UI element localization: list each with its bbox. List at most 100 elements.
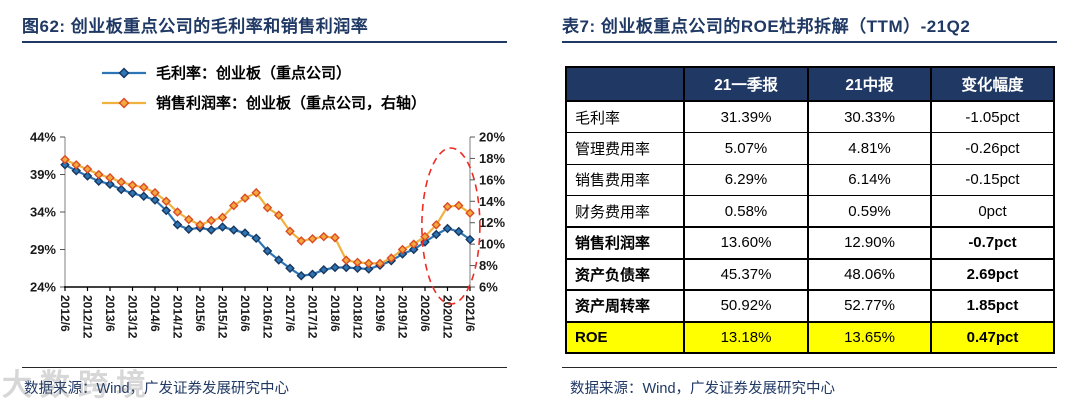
table-source-rule <box>562 367 1057 368</box>
table-cell: 0.58% <box>683 195 809 227</box>
table-cell: 1.85pct <box>930 290 1055 322</box>
svg-text:2021/6: 2021/6 <box>463 295 477 332</box>
row-label: 资产周转率 <box>565 290 685 322</box>
table-cell: 31.39% <box>683 101 809 133</box>
table-row-资产负债率: 资产负债率 45.37% 48.06% 2.69pct <box>565 258 1055 290</box>
svg-text:2016/6: 2016/6 <box>238 295 252 332</box>
row-label: 毛利率 <box>565 101 685 133</box>
table-cell: 48.06% <box>807 258 932 290</box>
row-label: 财务费用率 <box>565 195 685 227</box>
highlight-ellipse <box>421 147 481 305</box>
legend-item-sales-margin: 销售利润率：创业板（重点公司，右轴） <box>100 92 426 113</box>
legend-label-sales-margin: 销售利润率：创业板（重点公司，右轴） <box>156 95 427 112</box>
table-cell: 13.65% <box>807 321 932 353</box>
svg-text:2019/12: 2019/12 <box>396 295 410 339</box>
table-cell: 13.60% <box>683 227 809 259</box>
table-cell: 45.37% <box>683 258 809 290</box>
svg-text:2016/12: 2016/12 <box>261 295 275 339</box>
svg-text:2020/6: 2020/6 <box>418 295 432 332</box>
svg-text:2015/6: 2015/6 <box>193 295 207 332</box>
table-row-资产周转率: 资产周转率 50.92% 52.77% 1.85pct <box>565 290 1055 322</box>
svg-text:2014/12: 2014/12 <box>171 295 185 339</box>
svg-text:14%: 14% <box>479 194 505 209</box>
row-label: ROE <box>565 321 685 353</box>
svg-text:2015/12: 2015/12 <box>216 295 230 339</box>
svg-text:2018/6: 2018/6 <box>328 295 342 332</box>
svg-text:8%: 8% <box>479 258 498 273</box>
svg-text:2020/12: 2020/12 <box>441 295 455 339</box>
row-label: 销售利润率 <box>565 227 685 259</box>
svg-text:44%: 44% <box>30 130 56 145</box>
chart-svg: 44% 39% 34% 29% 24% 20% 18% 16% 14% 12% 10% 8% 6% 201… <box>30 130 505 339</box>
svg-text:2012/6: 2012/6 <box>58 295 72 332</box>
svg-text:2014/6: 2014/6 <box>148 295 162 332</box>
table-row-管理费用率: 管理费用率 5.07% 4.81% -0.26pct <box>565 132 1055 164</box>
figure-title-rule <box>22 41 507 43</box>
svg-text:2013/12: 2013/12 <box>126 295 140 339</box>
legend-item-gross-margin: 毛利率：创业板（重点公司） <box>100 62 426 83</box>
table-row-ROE: ROE 13.18% 13.65% 0.47pct <box>565 321 1055 353</box>
chart-axes: 44% 39% 34% 29% 24% 20% 18% 16% 14% 12% 10% 8% 6% 201… <box>30 130 505 339</box>
table-cell: -0.26pct <box>930 132 1055 164</box>
svg-text:2012/12: 2012/12 <box>81 295 95 339</box>
table-cell: -0.15pct <box>930 164 1055 196</box>
table-header-cell: 21一季报 <box>683 67 809 101</box>
table-cell: 4.81% <box>807 132 932 164</box>
row-label: 销售费用率 <box>565 164 685 196</box>
table-cell: 0.47pct <box>930 321 1055 353</box>
svg-text:18%: 18% <box>479 151 505 166</box>
table-cell: -1.05pct <box>930 101 1055 133</box>
figure-source: 数据来源：Wind，广发证券发展研究中心 <box>24 381 290 397</box>
figure-title: 图62: 创业板重点公司的毛利率和销售利润率 <box>22 17 369 36</box>
table-cell: -0.7pct <box>930 227 1055 259</box>
table-cell: 0.59% <box>807 195 932 227</box>
table-cell: 0pct <box>930 195 1055 227</box>
row-label: 资产负债率 <box>565 258 685 290</box>
roe-table-body: 毛利率 31.39% 30.33% -1.05pct 管理费用率 5.07% 4.81% -0… <box>565 101 1055 353</box>
table-header-row: 21一季报 21中报 变化幅度 <box>565 67 1055 101</box>
svg-text:34%: 34% <box>30 205 56 220</box>
svg-text:39%: 39% <box>30 167 56 182</box>
svg-text:12%: 12% <box>479 215 505 230</box>
figure-source-rule <box>22 367 507 368</box>
svg-text:2017/6: 2017/6 <box>283 295 297 332</box>
chart-legend: 毛利率：创业板（重点公司） 销售利润率：创业板（重点公司，右轴） <box>100 62 426 113</box>
svg-text:29%: 29% <box>30 242 56 257</box>
table-source: 数据来源：Wind，广发证券发展研究中心 <box>570 381 836 397</box>
table-row-销售利润率: 销售利润率 13.60% 12.90% -0.7pct <box>565 227 1055 259</box>
series-gross-margin <box>60 159 475 281</box>
series-sales-margin <box>60 154 475 269</box>
table-header-cell <box>565 67 685 101</box>
table-row-毛利率: 毛利率 31.39% 30.33% -1.05pct <box>565 101 1055 133</box>
table-header-cell: 变化幅度 <box>930 67 1055 101</box>
svg-text:2018/12: 2018/12 <box>351 295 365 339</box>
row-label: 管理费用率 <box>565 132 685 164</box>
table-header-cell: 21中报 <box>807 67 932 101</box>
table-cell: 30.33% <box>807 101 932 133</box>
roe-table: 21一季报 21中报 变化幅度 毛利率 31.39% 30.33% -1.05pct 管理费… <box>565 66 1055 354</box>
table-title-rule <box>562 41 1057 43</box>
svg-text:2013/6: 2013/6 <box>103 295 117 332</box>
svg-text:16%: 16% <box>479 172 505 187</box>
svg-text:6%: 6% <box>479 280 498 295</box>
table-cell: 50.92% <box>683 290 809 322</box>
svg-text:20%: 20% <box>479 130 505 145</box>
svg-text:24%: 24% <box>30 280 56 295</box>
table-cell: 13.18% <box>683 321 809 353</box>
gross-margin-line-icon <box>100 66 148 80</box>
table-row-销售费用率: 销售费用率 6.29% 6.14% -0.15pct <box>565 164 1055 196</box>
svg-text:2017/12: 2017/12 <box>306 295 320 339</box>
table-cell: 5.07% <box>683 132 809 164</box>
table-cell: 6.14% <box>807 164 932 196</box>
sales-margin-line-icon <box>100 96 148 110</box>
svg-text:2019/6: 2019/6 <box>373 295 387 332</box>
table-cell: 12.90% <box>807 227 932 259</box>
table-row-财务费用率: 财务费用率 0.58% 0.59% 0pct <box>565 195 1055 227</box>
svg-text:10%: 10% <box>479 237 505 252</box>
roe-table-head: 21一季报 21中报 变化幅度 <box>565 67 1055 101</box>
table-cell: 52.77% <box>807 290 932 322</box>
legend-label-gross-margin: 毛利率：创业板（重点公司） <box>156 65 352 82</box>
table-cell: 6.29% <box>683 164 809 196</box>
table-cell: 2.69pct <box>930 258 1055 290</box>
table-title: 表7: 创业板重点公司的ROE杜邦拆解（TTM）-21Q2 <box>562 17 971 36</box>
